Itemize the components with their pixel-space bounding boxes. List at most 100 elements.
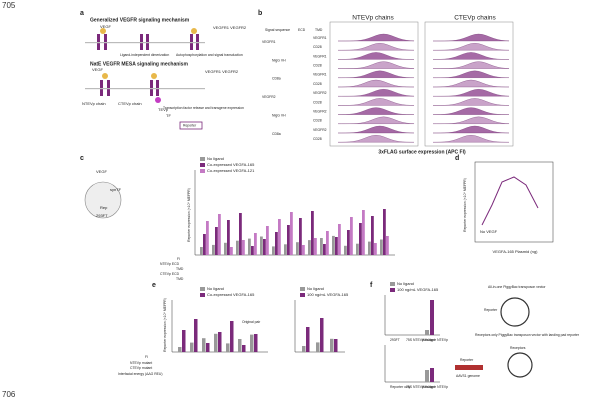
bar [206, 221, 209, 255]
ridge [432, 135, 510, 143]
label: synTF [110, 187, 122, 192]
bars [178, 318, 338, 352]
bar [308, 240, 311, 255]
row-label: Interfacial energy (ΔΔG REU) [118, 372, 162, 376]
label: Ligand-independent dimerization [120, 53, 169, 57]
x-tick-label: Wild-type NTEVp [422, 338, 448, 342]
bar [272, 246, 275, 255]
bar [278, 219, 281, 255]
legend-swatch [200, 169, 205, 173]
legend-label: Co-expressed VEGFA-165 [207, 162, 255, 167]
axis-label: 3xFLAG surface expression (APC FI) [378, 149, 466, 155]
legend-swatch [200, 287, 205, 291]
panel-title: Generalized VEGFR signaling mechanism [90, 17, 190, 23]
x-tick-label: 293FT [390, 338, 400, 342]
row-label: FI [177, 257, 180, 261]
row-label: TMD [176, 267, 184, 271]
label: Reporter [183, 123, 197, 127]
x-tick-label: Wild-type NTEVp [422, 385, 448, 389]
axis-label: Reporter expression (×10⁵ MEFPR) [163, 298, 167, 352]
axis-label: Reporter expression (×10⁵ MEFPR) [187, 188, 191, 242]
bar [242, 240, 245, 255]
bar [266, 226, 269, 255]
bar [194, 319, 198, 352]
bar [212, 244, 215, 255]
bar [263, 239, 266, 255]
panel-letter: d [455, 155, 459, 162]
legend-swatch [200, 293, 205, 297]
ridge [432, 43, 510, 51]
bar [214, 333, 218, 352]
bar [362, 210, 365, 255]
table-header: TMD [315, 28, 323, 32]
bar [356, 243, 359, 255]
column-title: CTEVp chains [454, 15, 496, 22]
plot-frame [424, 21, 514, 147]
label: Receptors only PiggyBac transposon vecto… [475, 333, 580, 337]
panel-letter: f [370, 282, 373, 289]
label: Autophosphorylation and signal transduct… [176, 53, 243, 57]
ridge [432, 98, 510, 106]
bar [326, 231, 329, 255]
vector [507, 352, 533, 378]
plot-frame [329, 21, 419, 147]
ridge [337, 79, 415, 88]
label: NTEVp chain [82, 101, 106, 106]
panel-letter: b [258, 10, 262, 17]
bar [254, 233, 257, 255]
vector [500, 297, 530, 327]
bar [296, 242, 299, 255]
legend-label: No ligand [397, 281, 414, 286]
legend-swatch [200, 163, 205, 167]
table-cell: VEGFR1 [262, 40, 276, 44]
bar [314, 238, 317, 255]
bar [200, 247, 203, 255]
bar [275, 232, 278, 255]
label: CTEVp chain [118, 101, 142, 106]
bar [182, 330, 186, 352]
ridge [337, 98, 415, 106]
table-cell: CD28 [313, 100, 322, 104]
table-cell: VEGFR1 [313, 54, 327, 58]
bar [386, 236, 389, 255]
bar [344, 245, 347, 255]
label: 293FT [96, 213, 108, 218]
mesa-diagrams [85, 73, 205, 130]
column-title: NTEVp chains [352, 15, 394, 22]
table-cell: VEGFR2 [313, 128, 327, 132]
bar [320, 238, 323, 255]
bar [218, 214, 221, 255]
label: TF [166, 113, 171, 118]
label: Original pair [242, 320, 261, 324]
axis-label: Reporter expression (×10⁵ MEFPR) [463, 178, 467, 232]
ridge [432, 79, 510, 88]
ridge [337, 61, 415, 69]
row-label: CTEVp mutant [130, 366, 152, 370]
table-cell: CD28 [313, 119, 322, 123]
bar [287, 225, 290, 255]
label: VEGF [96, 169, 107, 174]
ridge [432, 52, 510, 60]
bar [371, 216, 374, 255]
bar [202, 338, 206, 352]
label: No VEGF [480, 229, 498, 234]
ridge [432, 116, 510, 124]
bar [306, 327, 310, 352]
panel-letter: e [152, 282, 156, 289]
table-cell: VEGFR1 [313, 73, 327, 77]
ridge [337, 125, 415, 134]
label: Receptors [510, 346, 526, 350]
label: Reporter [460, 358, 474, 362]
table-cell: CD28 [313, 45, 322, 49]
legend-label: 100 ng/mL VEGFA-165 [307, 292, 349, 297]
bar [206, 343, 210, 352]
genome-bar [455, 365, 483, 370]
legend-swatch [390, 282, 395, 286]
ridge [337, 33, 415, 42]
bar [311, 211, 314, 255]
bar [323, 244, 326, 255]
bar [320, 318, 324, 352]
label: Transcription factor release and transge… [163, 106, 244, 110]
table-cell: CD28 [313, 137, 322, 141]
